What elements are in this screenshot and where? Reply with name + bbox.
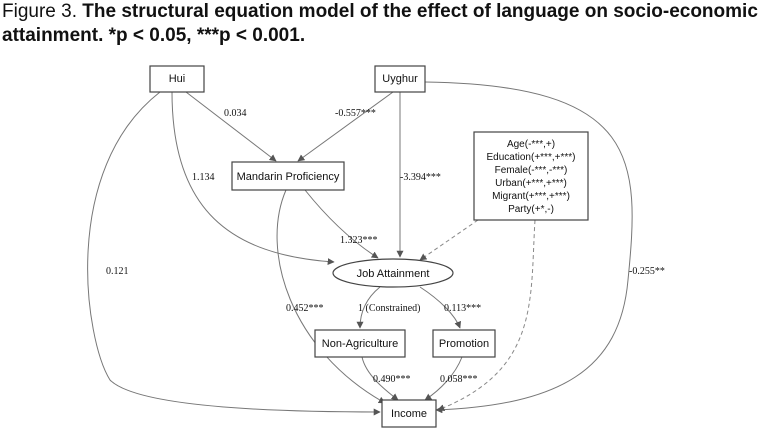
- covariates-box: Age(-***,+) Education(+***,+***) Female(…: [474, 132, 588, 220]
- node-uyghur-label: Uyghur: [382, 73, 418, 85]
- label-job-promotion: 0.113***: [444, 303, 481, 314]
- node-uyghur: Uyghur: [375, 66, 425, 92]
- node-mandarin-label: Mandarin Proficiency: [237, 171, 340, 183]
- node-promotion: Promotion: [433, 330, 495, 357]
- label-uyghur-mandarin: -0.557***: [335, 108, 376, 119]
- edge-hui-mandarin: [186, 92, 276, 161]
- node-income: Income: [382, 400, 436, 427]
- label-job-nonagri: 1 (Constrained): [358, 303, 421, 314]
- label-hui-income: 0.121: [106, 266, 129, 277]
- label-mandarin-income: 0.452***: [286, 303, 324, 314]
- node-hui: Hui: [150, 66, 204, 92]
- node-income-label: Income: [391, 408, 427, 420]
- label-mandarin-job: 1.323***: [340, 235, 378, 246]
- covariate-urban: Urban(+***,+***): [495, 178, 567, 189]
- label-hui-mandarin: 0.034: [224, 108, 247, 119]
- node-hui-label: Hui: [169, 73, 186, 85]
- label-promotion-income: 0.058***: [440, 374, 478, 385]
- covariate-migrant: Migrant(+***,+***): [492, 191, 570, 202]
- label-hui-job: 1.134: [192, 172, 215, 183]
- edge-uyghur-mandarin: [298, 92, 393, 161]
- covariate-female: Female(-***,-***): [495, 165, 568, 176]
- node-promotion-label: Promotion: [439, 338, 489, 350]
- covariate-education: Education(+***,+***): [487, 152, 576, 163]
- covariate-party: Party(+*,-): [508, 204, 554, 215]
- node-nonagri-label: Non-Agriculture: [322, 338, 398, 350]
- node-nonagri: Non-Agriculture: [315, 330, 405, 357]
- label-uyghur-job: -3.394***: [400, 172, 441, 183]
- node-mandarin: Mandarin Proficiency: [232, 162, 344, 190]
- label-nonagri-income: 0.490***: [373, 374, 411, 385]
- label-uyghur-income: -0.255**: [629, 266, 665, 277]
- node-job: Job Attainment: [333, 259, 453, 287]
- node-job-label: Job Attainment: [357, 268, 430, 280]
- edge-mandarin-job: [305, 190, 378, 258]
- edge-uyghur-income: [425, 82, 632, 410]
- edge-hui-income: [88, 92, 380, 412]
- covariate-age: Age(-***,+): [507, 139, 555, 150]
- edge-covariates-job: [420, 220, 478, 260]
